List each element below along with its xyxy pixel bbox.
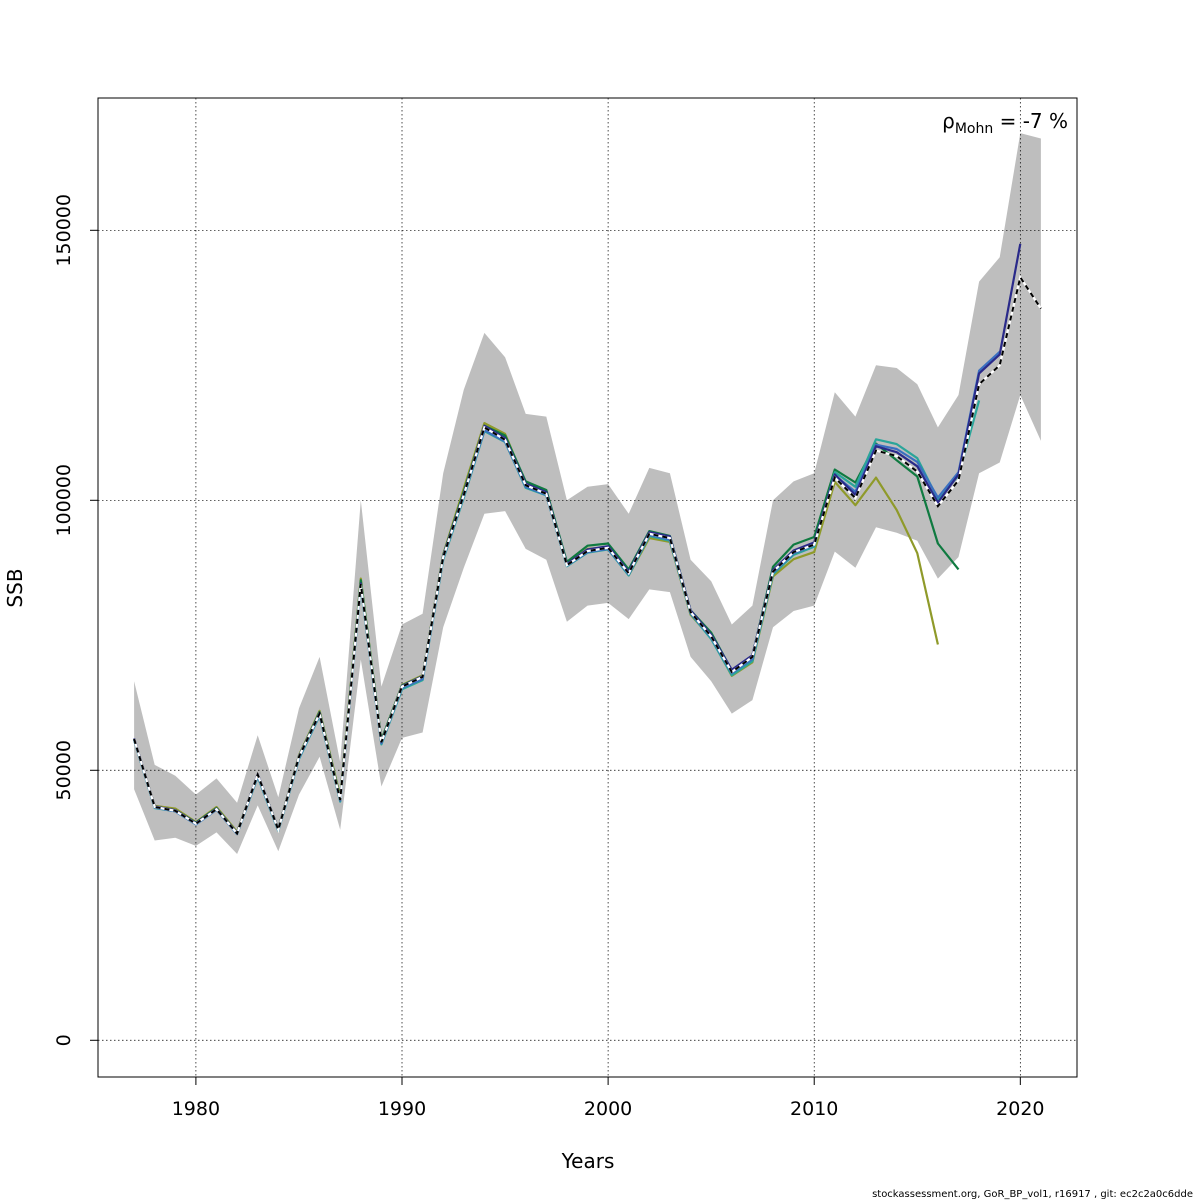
mohn-rho-symbol: ρ xyxy=(942,109,955,133)
confidence-band xyxy=(134,133,1041,855)
series-layer xyxy=(133,243,1042,836)
y-axis-label: SSB xyxy=(3,568,27,607)
footer-credit: stockassessment.org, GoR_BP_vol1, r16917… xyxy=(872,1189,1193,1200)
mohn-rho-value: = -7 % xyxy=(993,109,1068,133)
grid-layer xyxy=(98,98,1077,1077)
plot-frame xyxy=(97,97,1078,1078)
x-tick-label: 2020 xyxy=(996,1098,1044,1120)
y-tick-label: 100000 xyxy=(53,464,75,537)
series-line-base xyxy=(133,274,1042,836)
mohn-rho-subscript: Mohn xyxy=(955,121,993,137)
axis-layer: 1980 1990 2000 2010 2020 0 50000 100000 150000 xyxy=(53,194,1045,1120)
confidence-band-layer xyxy=(134,133,1041,855)
x-tick-label: 2000 xyxy=(584,1098,632,1120)
x-tick-label: 1990 xyxy=(378,1098,426,1120)
x-axis-label: Years xyxy=(561,1149,615,1173)
y-tick-label: 50000 xyxy=(53,740,75,800)
x-tick-label: 1980 xyxy=(172,1098,220,1120)
y-tick-label: 150000 xyxy=(53,194,75,267)
y-tick-label: 0 xyxy=(53,1034,75,1046)
mohn-rho-annotation: ρMohn = -7 % xyxy=(942,109,1068,137)
x-tick-label: 2010 xyxy=(790,1098,838,1120)
